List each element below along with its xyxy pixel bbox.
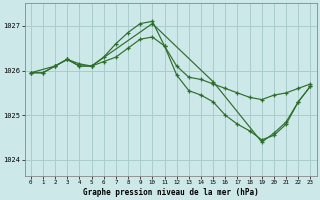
X-axis label: Graphe pression niveau de la mer (hPa): Graphe pression niveau de la mer (hPa) [83, 188, 259, 197]
